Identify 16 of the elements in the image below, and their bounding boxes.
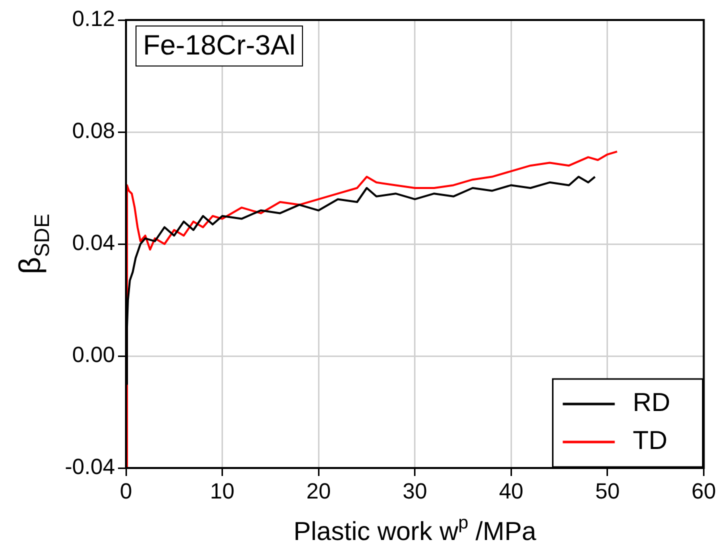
y-tick-label: 0.04 bbox=[72, 230, 115, 256]
y-axis-title: βSDE bbox=[14, 214, 54, 274]
y-tick-label: 0.00 bbox=[72, 342, 115, 368]
y-tick-label: 0.08 bbox=[72, 118, 115, 144]
x-tick-label: 30 bbox=[402, 478, 428, 504]
x-tick-label: 10 bbox=[210, 478, 235, 504]
x-tick-label: 50 bbox=[595, 478, 620, 504]
x-tick-label: 20 bbox=[306, 478, 331, 504]
chart-title: Fe-18Cr-3Al bbox=[143, 30, 296, 61]
x-tick-label: 40 bbox=[498, 478, 524, 504]
legend-label: TD bbox=[632, 425, 668, 456]
y-tick-label: -0.04 bbox=[64, 454, 115, 480]
legend-label: RD bbox=[632, 387, 670, 418]
y-tick-label: 0.12 bbox=[72, 6, 115, 32]
x-tick-label: 60 bbox=[692, 478, 716, 504]
x-tick-label: 0 bbox=[120, 478, 132, 504]
